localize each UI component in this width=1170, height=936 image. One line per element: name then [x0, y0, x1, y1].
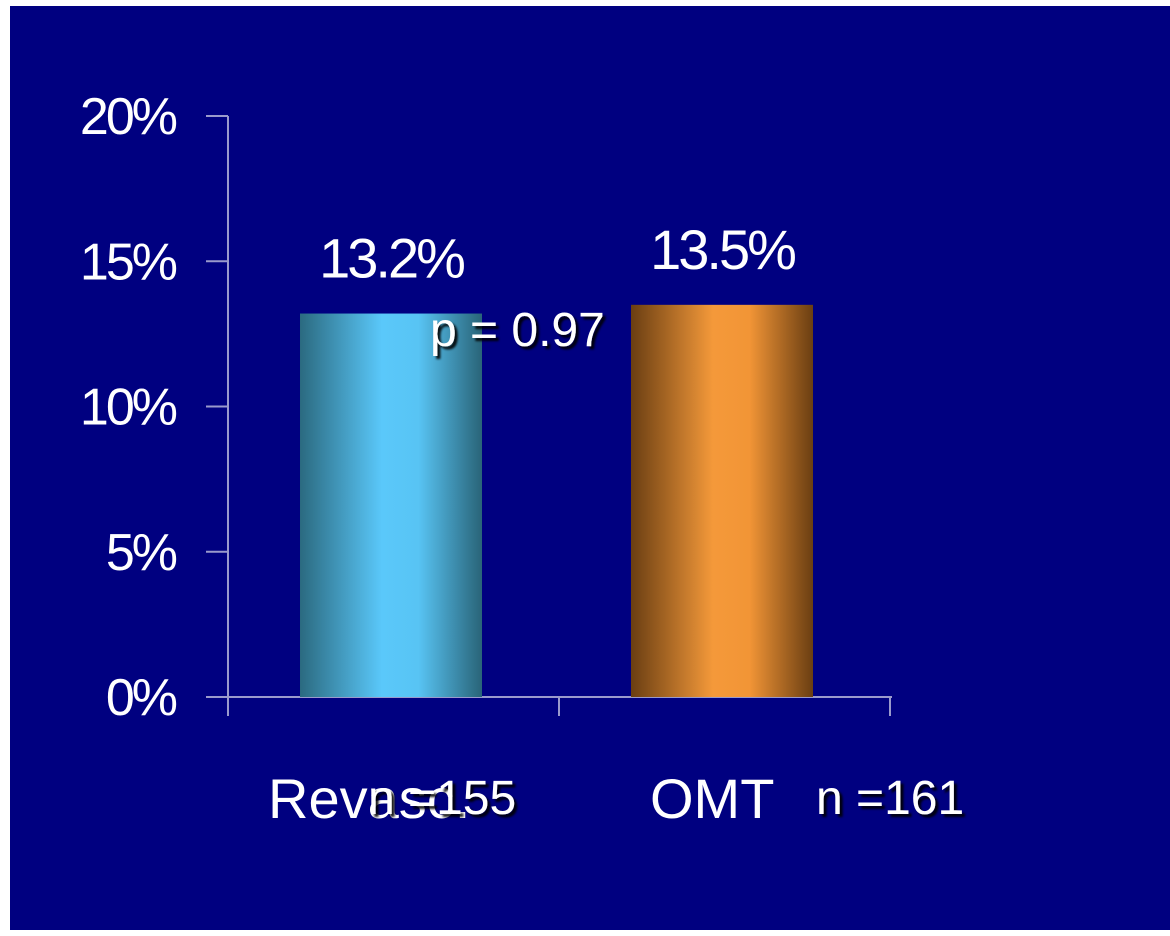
data-label-revasc: 13.2%: [319, 227, 464, 290]
bar-omt: [631, 304, 813, 697]
y-tick-label: 10%: [80, 379, 177, 437]
y-tick-label: 20%: [80, 88, 177, 146]
p-value-annotation: p = 0.97: [430, 304, 605, 357]
bar-chart: 0% 5% 10% 15% 20% 13.2% 13.5% Revasc. OMT n =…: [80, 88, 964, 830]
n-label-omt: n =161: [816, 772, 964, 825]
data-label-omt: 13.5%: [650, 218, 795, 281]
slide-background: 0% 5% 10% 15% 20% 13.2% 13.5% Revasc. OMT n =…: [10, 6, 1170, 930]
n-label-revasc: n =155: [368, 772, 516, 825]
bar-revasc: [300, 313, 482, 697]
category-label-revasc: Revasc.: [268, 767, 470, 830]
y-tick-label: 0%: [106, 669, 177, 727]
category-label-omt: OMT: [650, 767, 774, 830]
y-tick-label: 5%: [106, 524, 177, 582]
y-tick-label: 15%: [80, 233, 177, 291]
